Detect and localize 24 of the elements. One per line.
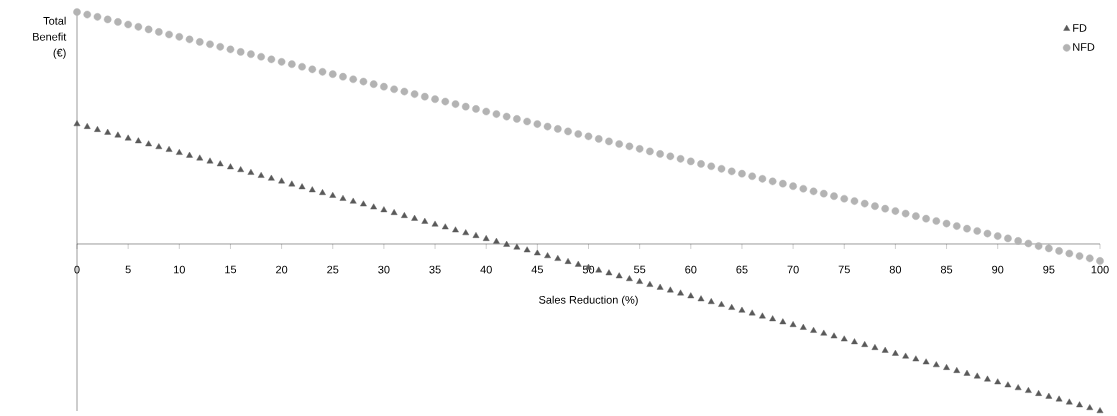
x-tick-label: 85 [940, 265, 953, 274]
x-tick-label: 5 [125, 265, 131, 274]
legend-label: FD [1073, 24, 1087, 32]
x-tick-label: 10 [174, 265, 185, 274]
x-tick-label: 90 [992, 265, 1004, 274]
x-tick-label: 15 [225, 265, 237, 274]
legend-label: NFD [1073, 43, 1095, 51]
x-tick-label: 55 [633, 265, 646, 274]
x-tick-label: 35 [429, 265, 441, 274]
x-tick-label: 60 [685, 265, 697, 274]
x-tick-label: 80 [889, 265, 902, 274]
x-tick-label: 20 [276, 265, 288, 274]
x-axis-title: Sales Reduction (%) [539, 295, 638, 306]
x-tick-label: 0 [74, 265, 80, 274]
x-tick-label: 65 [736, 265, 748, 274]
x-tick-label: 25 [327, 265, 339, 274]
x-tick-label: 45 [531, 265, 543, 274]
x-tick-label: 100 [1091, 265, 1109, 274]
y-axis-title: Total Benefit (€) [33, 16, 67, 59]
x-tick-label: 70 [787, 265, 799, 274]
x-tick-label: 75 [838, 265, 850, 274]
x-tick-label: 30 [378, 265, 390, 274]
x-tick-label: 40 [480, 265, 492, 274]
x-tick-label: 95 [1043, 265, 1055, 274]
